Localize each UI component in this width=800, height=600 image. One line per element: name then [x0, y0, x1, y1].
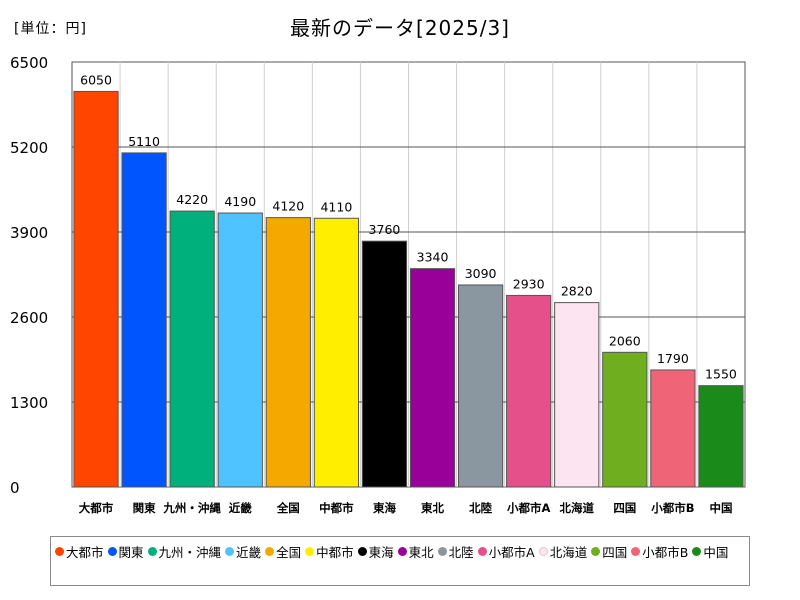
data-label: 6050: [80, 72, 112, 87]
bar: [217, 212, 263, 488]
legend: 大都市 関東 九州・沖縄 近畿 全国 中都市 東海 東北 北陸 小都市A 北海道 四国 小都市B 中国: [50, 536, 750, 586]
data-label: 4110: [320, 199, 352, 214]
data-label: 4190: [224, 194, 256, 209]
data-label: 4220: [176, 192, 208, 207]
x-tick-label: 四国: [613, 501, 636, 515]
legend-marker: [305, 546, 315, 556]
legend-item: 大都市: [55, 542, 104, 560]
bar: [698, 385, 744, 488]
y-tick-label: 1300: [10, 394, 48, 412]
x-tick-label: 中国: [709, 501, 732, 515]
legend-item: 中国: [692, 542, 728, 560]
legend-label: 小都市A: [488, 544, 535, 560]
bar: [554, 302, 600, 488]
legend-marker: [225, 546, 235, 556]
legend-item: 中都市: [305, 542, 354, 560]
legend-item: 東北: [397, 542, 434, 560]
chart-title: 最新のデータ[2025/3]: [290, 16, 510, 40]
legend-marker: [437, 546, 447, 556]
legend-label: 大都市: [66, 544, 104, 560]
legend-item: 九州・沖縄: [147, 542, 222, 560]
bar: [457, 284, 504, 488]
bars: 6050 5110 4220 4190 4120 4110 3760 3340 3090 2930…: [73, 72, 744, 488]
legend-item: 全国: [265, 542, 301, 560]
legend-item: 北海道: [538, 542, 588, 560]
data-label: 1790: [657, 351, 689, 366]
legend-item: 東海: [357, 542, 394, 560]
legend-label: 四国: [602, 544, 628, 560]
legend-item: 近畿: [225, 542, 261, 560]
bar: [650, 369, 696, 488]
legend-label: 近畿: [236, 544, 262, 560]
x-tick-label: 近畿: [229, 501, 252, 515]
legend-marker: [631, 546, 641, 556]
y-tick-label: 2600: [10, 309, 48, 327]
bar: [121, 152, 167, 488]
bar-chart: 0 1300 2600 3900 5200 6500 6050 5110 4220 4190 41…: [10, 54, 746, 515]
legend-label: 小都市B: [642, 544, 689, 560]
x-tick-label: 九州・沖縄: [162, 501, 221, 515]
x-tick-label: 大都市: [79, 501, 114, 515]
y-tick-label: 3900: [10, 224, 48, 242]
x-tick-label: 東海: [373, 501, 396, 515]
x-tick-label: 北陸: [469, 501, 492, 515]
data-label: 3760: [369, 222, 401, 237]
x-tick-label: 小都市B: [650, 501, 694, 515]
bar: [602, 351, 648, 488]
legend-label: 全国: [276, 544, 302, 560]
y-axis: 0 1300 2600 3900 5200 6500: [10, 54, 48, 497]
data-label: 2820: [561, 284, 593, 299]
x-tick-label: 中都市: [319, 501, 354, 515]
data-label: 2060: [609, 333, 641, 348]
legend-item: 北陸: [437, 542, 474, 560]
legend-marker: [55, 546, 64, 556]
bar: [409, 268, 456, 488]
legend-marker: [477, 546, 487, 556]
x-tick-label: 関東: [133, 501, 156, 515]
legend-label: 北陸: [448, 544, 474, 560]
legend-marker: [692, 546, 702, 556]
data-label: 1550: [705, 367, 737, 382]
x-axis: 大都市 関東 九州・沖縄 近畿 全国 中都市 東海 東北 北陸 小都市A 北海道 四国 小都市B 中国: [79, 501, 733, 515]
legend-item: 関東: [107, 542, 144, 560]
bar: [265, 217, 311, 488]
legend-label: 関東: [118, 544, 144, 560]
unit-label: [単位：円]: [14, 21, 87, 37]
legend-marker: [538, 546, 548, 556]
legend-marker: [147, 546, 157, 556]
data-label: 3340: [417, 250, 449, 265]
legend-label: 中都市: [316, 544, 354, 560]
bar: [313, 217, 360, 488]
legend-item: 四国: [591, 542, 627, 560]
x-tick-label: 小都市A: [506, 501, 550, 515]
data-label: 2930: [513, 276, 545, 291]
legend-label: 北海道: [549, 544, 588, 560]
bar: [361, 240, 408, 488]
x-tick-label: 北海道: [560, 501, 595, 515]
data-label: 3090: [465, 266, 497, 281]
legend-marker: [357, 546, 367, 556]
legend-label: 東北: [408, 544, 434, 560]
y-tick-label: 0: [10, 479, 20, 497]
legend-marker: [591, 546, 601, 556]
legend-label: 東海: [368, 544, 394, 560]
legend-item: 小都市B: [631, 542, 688, 560]
bar: [73, 90, 119, 488]
bar: [169, 210, 215, 488]
data-label: 5110: [128, 134, 160, 149]
legend-item: 小都市A: [477, 542, 535, 560]
x-tick-label: 東北: [421, 501, 444, 515]
legend-marker: [265, 546, 275, 556]
legend-label: 九州・沖縄: [158, 544, 222, 560]
bar: [506, 294, 552, 488]
legend-marker: [107, 546, 117, 556]
legend-label: 中国: [703, 544, 729, 560]
x-tick-label: 全国: [276, 501, 300, 515]
data-label: 4120: [272, 199, 304, 214]
y-tick-label: 6500: [10, 54, 48, 72]
legend-marker: [397, 546, 407, 556]
y-tick-label: 5200: [10, 139, 48, 157]
